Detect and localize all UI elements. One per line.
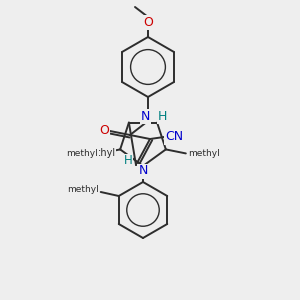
Text: H: H [158,110,167,122]
Text: O: O [143,16,153,28]
Text: N: N [141,110,150,122]
Text: methyl: methyl [81,148,115,158]
Text: CN: CN [165,130,183,143]
Text: O: O [99,124,109,137]
Text: H: H [124,154,132,167]
Text: methyl: methyl [188,149,220,158]
Text: methyl: methyl [67,185,99,194]
Text: methyl: methyl [66,149,98,158]
Text: N: N [138,164,148,178]
